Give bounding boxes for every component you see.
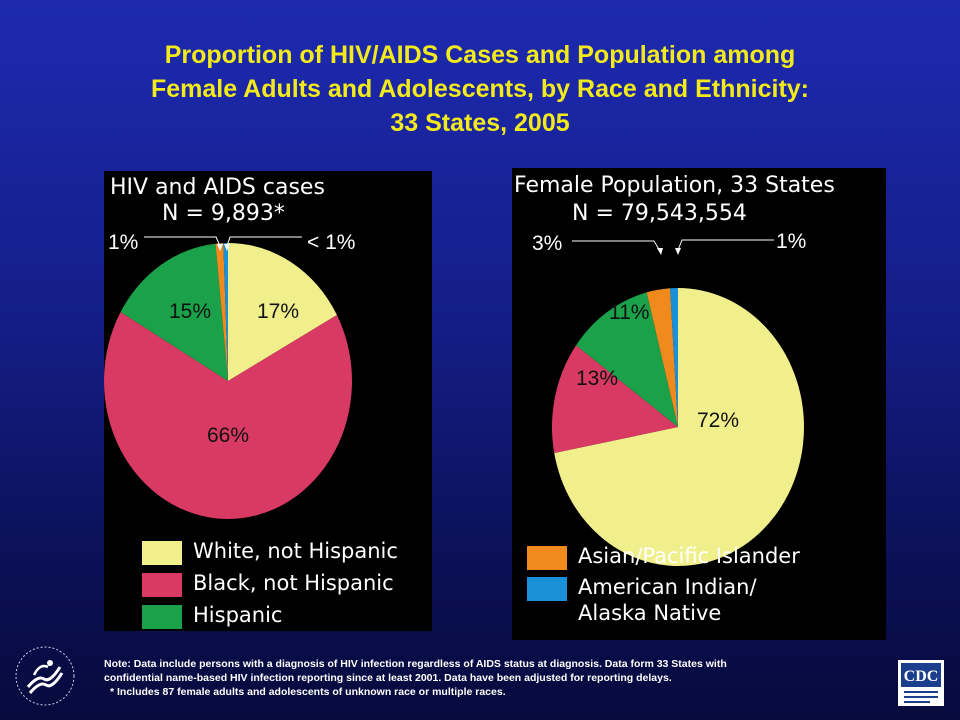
- pie-slice-white-not-hispanic: [228, 243, 337, 381]
- footnote: Note: Data include persons with a diagno…: [104, 657, 884, 699]
- leader-line-asian-pacific-arrowhead: [657, 248, 663, 255]
- hhs-seal-icon: [15, 646, 75, 706]
- pie-slice-white-not-hispanic: [554, 288, 804, 566]
- leader-line-asian-pacific: [572, 240, 661, 252]
- pie-slice-black-not-hispanic: [104, 312, 352, 519]
- cases-panel-heading: HIV and AIDS cases: [110, 175, 325, 200]
- leader-line-american-indian-arrowhead: [675, 248, 681, 255]
- legend-swatch-white: [142, 541, 182, 565]
- title-line-2: Female Adults and Adolescents, by Race a…: [150, 75, 810, 103]
- legend-item-hispanic: Hispanic: [142, 602, 282, 629]
- svg-text:CDC: CDC: [904, 668, 939, 685]
- leader-line-american-indian: [226, 236, 302, 247]
- pie-label-white: 17%: [257, 300, 300, 323]
- pie-slice-american-indian-alaska-native: [670, 288, 678, 427]
- footnote-line-2: confidential name-based HIV infection re…: [104, 672, 672, 684]
- pie-label-asian-pacific: 1%: [108, 231, 139, 254]
- pie-label-white: 72%: [697, 409, 740, 432]
- population-panel-heading: Female Population, 33 States: [514, 173, 835, 198]
- legend-swatch-black: [142, 573, 182, 597]
- legend-item-asian-pacific: Asian/Pacific Islander: [527, 543, 800, 570]
- leader-line-american-indian-arrowhead: [224, 244, 230, 251]
- legend-swatch-american-indian: [527, 577, 567, 601]
- legend-label-black: Black, not Hispanic: [193, 571, 394, 595]
- legend-label-hispanic: Hispanic: [193, 603, 283, 627]
- legend-label-american-indian: American Indian/ Alaska Native: [578, 574, 757, 626]
- pie-slice-asian-pacific-islander: [215, 243, 228, 381]
- female-population-panel: Female Population, 33 States N = 79,543,…: [512, 168, 886, 640]
- pie-label-black: 66%: [207, 424, 250, 447]
- footnote-line-1: Note: Data include persons with a diagno…: [104, 658, 727, 670]
- pie-slice-american-indian-alaska-native: [223, 243, 228, 381]
- population-panel-subheading: N = 79,543,554: [572, 201, 747, 226]
- legend-label-asian-pacific: Asian/Pacific Islander: [578, 544, 800, 568]
- hiv-aids-cases-panel: HIV and AIDS cases N = 9,893* 1% < 1% 15…: [104, 171, 432, 631]
- legend-item-black: Black, not Hispanic: [142, 570, 394, 597]
- legend-item-white: White, not Hispanic: [142, 538, 398, 565]
- pie-slice-asian-pacific-islander: [646, 288, 678, 427]
- pie-label-american-indian: 1%: [776, 230, 807, 253]
- pie-label-hispanic: 11%: [609, 301, 650, 324]
- pie-label-hispanic: 15%: [169, 300, 212, 323]
- title-line-1: Proportion of HIV/AIDS Cases and Populat…: [164, 41, 796, 69]
- pie-label-black: 13%: [576, 367, 619, 390]
- pie-label-asian-pacific: 3%: [532, 232, 563, 255]
- leader-line-american-indian: [677, 239, 774, 251]
- cases-pie-chart: [104, 236, 352, 519]
- pie-slice-hispanic: [120, 243, 228, 381]
- footnote-line-3: * Includes 87 female adults and adolesce…: [110, 686, 506, 698]
- legend-swatch-asian-pacific: [527, 546, 567, 570]
- population-pie-chart: [551, 239, 804, 566]
- cases-panel-subheading: N = 9,893*: [162, 201, 285, 226]
- pie-slice-black-not-hispanic: [551, 345, 678, 454]
- leader-line-asian-pacific: [144, 236, 221, 247]
- cdc-logo-icon: CDC: [898, 660, 944, 706]
- pie-slice-hispanic: [576, 292, 678, 427]
- legend-label-american-indian-line1: American Indian/: [578, 575, 757, 599]
- legend-item-american-indian: American Indian/ Alaska Native: [527, 574, 757, 626]
- pie-label-american-indian: < 1%: [307, 231, 356, 254]
- slide-title: Proportion of HIV/AIDS Cases and Populat…: [20, 38, 940, 140]
- legend-label-white: White, not Hispanic: [193, 539, 398, 563]
- legend-label-american-indian-line2: Alaska Native: [578, 601, 722, 625]
- title-line-3: 33 States, 2005: [390, 109, 570, 137]
- legend-swatch-hispanic: [142, 605, 182, 629]
- leader-line-asian-pacific-arrowhead: [217, 244, 223, 251]
